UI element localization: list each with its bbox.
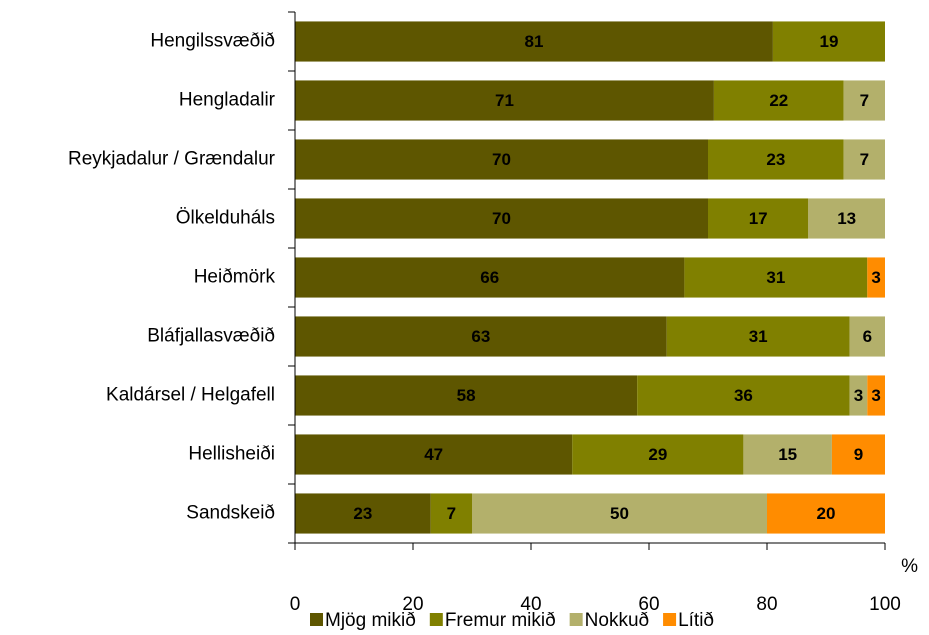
bar-segment bbox=[867, 375, 885, 416]
bar-segment bbox=[843, 80, 885, 121]
x-axis-label: % bbox=[901, 556, 918, 577]
value-label: 23 bbox=[766, 150, 785, 169]
bar-segment bbox=[767, 493, 885, 534]
y-tick-label: Kaldársel / Helgafell bbox=[106, 385, 275, 406]
value-label: 17 bbox=[749, 209, 768, 228]
bar-segment bbox=[743, 434, 832, 475]
value-label: 29 bbox=[648, 445, 667, 464]
bar-segment bbox=[295, 21, 773, 62]
legend-swatch bbox=[569, 613, 583, 626]
value-label: 7 bbox=[447, 504, 456, 523]
bar-segment bbox=[708, 139, 844, 180]
value-label: 47 bbox=[424, 445, 443, 464]
y-tick-label: Bláfjallasvæðið bbox=[147, 326, 275, 347]
bar-segment bbox=[295, 493, 431, 534]
bar-segment bbox=[843, 139, 885, 180]
bar-segment bbox=[684, 257, 868, 298]
legend-swatch bbox=[663, 613, 677, 626]
bar-segment bbox=[572, 434, 744, 475]
bar-segment bbox=[831, 434, 885, 475]
y-tick-label: Ölkelduháls bbox=[176, 208, 275, 229]
value-label: 3 bbox=[854, 386, 863, 405]
value-label: 66 bbox=[480, 268, 499, 287]
x-tick-label: 80 bbox=[756, 594, 777, 615]
x-tick-label: 0 bbox=[290, 594, 301, 615]
legend-swatch bbox=[310, 613, 323, 626]
bar-segment bbox=[808, 198, 885, 239]
legend-swatch bbox=[429, 613, 443, 626]
value-label: 31 bbox=[749, 327, 768, 346]
value-label: 58 bbox=[457, 386, 476, 405]
y-tick-label: Sandskeið bbox=[186, 503, 275, 524]
value-label: 3 bbox=[871, 386, 880, 405]
x-tick-label: 20 bbox=[402, 594, 423, 615]
bar-segment bbox=[295, 198, 708, 239]
bar-segment bbox=[295, 257, 685, 298]
bar-segment bbox=[430, 493, 472, 534]
value-label: 15 bbox=[778, 445, 797, 464]
y-tick-label: Reykjadalur / Grændalur bbox=[68, 149, 276, 170]
legend-label: Lítið bbox=[678, 610, 714, 631]
value-label: 7 bbox=[860, 150, 869, 169]
bar-segment bbox=[666, 316, 850, 357]
bar-segment bbox=[295, 316, 667, 357]
bar-segment bbox=[295, 375, 638, 416]
value-label: 6 bbox=[863, 327, 872, 346]
bar-segment bbox=[849, 375, 868, 416]
y-tick-label: Hengladalir bbox=[179, 90, 276, 111]
value-label: 19 bbox=[819, 32, 838, 51]
legend-label: Mjög mikið bbox=[325, 610, 416, 631]
value-label: 71 bbox=[495, 91, 514, 110]
value-label: 7 bbox=[860, 91, 869, 110]
x-tick-label: 100 bbox=[869, 594, 901, 615]
value-label: 50 bbox=[610, 504, 629, 523]
bar-segment bbox=[295, 80, 714, 121]
bar-segment bbox=[708, 198, 809, 239]
value-label: 70 bbox=[492, 150, 511, 169]
value-label: 70 bbox=[492, 209, 511, 228]
bar-segment bbox=[772, 21, 885, 62]
value-label: 31 bbox=[766, 268, 785, 287]
value-label: 22 bbox=[769, 91, 788, 110]
value-label: 9 bbox=[854, 445, 863, 464]
value-label: 20 bbox=[817, 504, 836, 523]
value-label: 63 bbox=[471, 327, 490, 346]
bar-segment bbox=[849, 316, 885, 357]
bar-segment bbox=[637, 375, 850, 416]
bar-segment bbox=[295, 139, 708, 180]
value-label: 13 bbox=[837, 209, 856, 228]
bar-segment bbox=[867, 257, 885, 298]
value-label: 81 bbox=[524, 32, 543, 51]
y-tick-label: Hengilssvæðið bbox=[150, 31, 275, 52]
value-label: 23 bbox=[353, 504, 372, 523]
bar-segment bbox=[472, 493, 767, 534]
value-label: 3 bbox=[871, 268, 880, 287]
bar-segment bbox=[713, 80, 844, 121]
bar-segment bbox=[295, 434, 573, 475]
y-tick-label: Hellisheiði bbox=[188, 444, 275, 465]
x-tick-label: 60 bbox=[638, 594, 659, 615]
x-tick-label: 40 bbox=[520, 594, 541, 615]
value-label: 36 bbox=[734, 386, 753, 405]
y-tick-label: Heiðmörk bbox=[194, 267, 276, 288]
legend-label: Fremur mikið bbox=[445, 610, 556, 631]
legend-label: Nokkuð bbox=[585, 610, 649, 631]
